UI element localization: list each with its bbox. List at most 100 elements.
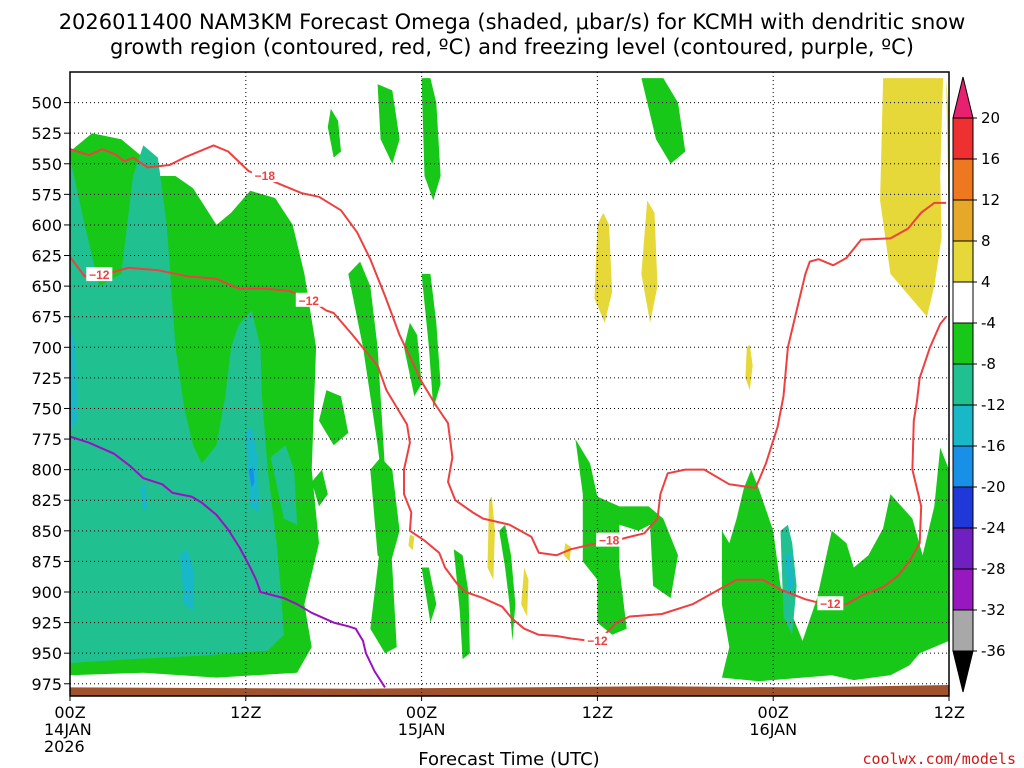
omega-region-10 bbox=[421, 567, 437, 623]
contour-label: −12 bbox=[89, 268, 110, 282]
y-tick-label: 650 bbox=[31, 277, 62, 296]
y-tick-label: 900 bbox=[31, 583, 62, 602]
y-tick-label: 950 bbox=[31, 644, 62, 663]
contour-label: −12 bbox=[820, 597, 841, 611]
omega-region-5 bbox=[311, 469, 328, 507]
x-tick-label: 15JAN bbox=[398, 720, 446, 739]
omega-maximum-6 bbox=[521, 567, 529, 617]
contour-label-bg bbox=[295, 292, 322, 307]
colorbar-swatch bbox=[952, 609, 974, 652]
x-tick-label: 12Z bbox=[230, 703, 261, 722]
y-tick-label: 875 bbox=[31, 552, 62, 571]
omega-region-11 bbox=[453, 549, 470, 660]
omega-maximum-2 bbox=[594, 212, 613, 323]
colorbar-swatch bbox=[952, 568, 974, 611]
contour-label-bg bbox=[596, 532, 623, 547]
x-tick-label: 16JAN bbox=[749, 720, 797, 739]
x-tick-label: 00Z bbox=[758, 703, 789, 722]
colorbar-label: 12 bbox=[981, 191, 1000, 209]
omega-region-14 bbox=[641, 78, 686, 164]
omega-maximum-8 bbox=[563, 543, 571, 562]
omega-minimum-1 bbox=[270, 445, 298, 525]
omega-region-13 bbox=[377, 84, 400, 164]
colorbar-swatch bbox=[952, 445, 974, 488]
plot-frame bbox=[69, 71, 950, 697]
colorbar-swatch bbox=[952, 76, 974, 119]
omega-minimum-8 bbox=[248, 467, 255, 488]
colorbar-label: 4 bbox=[981, 273, 991, 291]
plot-area: −18 −12 −12 −18 −12 −12 bbox=[69, 71, 950, 697]
x-axis-label: Forecast Time (UTC) bbox=[418, 749, 599, 768]
colorbar-swatch bbox=[952, 363, 974, 406]
y-tick-label: 850 bbox=[31, 522, 62, 541]
y-tick-label: 550 bbox=[31, 155, 62, 174]
chart-title-line-2: growth region (contoured, red, ºC) and f… bbox=[110, 35, 914, 59]
contour-minus18 bbox=[70, 144, 947, 557]
colorbar-label: -28 bbox=[981, 560, 1006, 578]
contour-label: −18 bbox=[255, 169, 276, 183]
y-tick-label: 700 bbox=[31, 338, 62, 357]
omega-maximum-5 bbox=[487, 496, 495, 580]
colorbar-swatch bbox=[952, 240, 974, 283]
contour-label: −18 bbox=[599, 534, 620, 548]
omega-minimum-7 bbox=[784, 552, 794, 592]
colorbar-label: -4 bbox=[981, 314, 996, 332]
x-tick-label: 12Z bbox=[934, 703, 965, 722]
contour-label: −12 bbox=[299, 294, 320, 308]
y-tick-label: 725 bbox=[31, 369, 62, 388]
y-tick-label: 575 bbox=[31, 185, 62, 204]
colorbar-swatch bbox=[952, 486, 974, 529]
omega-region-8 bbox=[404, 322, 422, 397]
contour-label-bg bbox=[817, 596, 844, 611]
y-tick-label: 750 bbox=[31, 399, 62, 418]
y-tick-label: 600 bbox=[31, 216, 62, 235]
contour-label-bg bbox=[584, 632, 611, 647]
colorbar-label: -16 bbox=[981, 437, 1006, 455]
x-tick-label: 14JAN bbox=[44, 720, 92, 739]
x-tick-label: 00Z bbox=[406, 703, 437, 722]
y-tick-label: 825 bbox=[31, 491, 62, 510]
y-tick-label: 525 bbox=[31, 124, 62, 143]
colorbar-label: -32 bbox=[981, 601, 1006, 619]
y-tick-label: 975 bbox=[31, 675, 62, 694]
colorbar-label: -24 bbox=[981, 519, 1006, 537]
colorbar-label: -36 bbox=[981, 642, 1006, 660]
surface-ground bbox=[70, 685, 949, 696]
omega-region-6 bbox=[421, 78, 441, 201]
omega-maximum-3 bbox=[641, 200, 658, 323]
colorbar-label: 16 bbox=[981, 150, 1000, 168]
contour-label-bg bbox=[86, 267, 113, 282]
colorbar-label: -20 bbox=[981, 478, 1006, 496]
colorbar-swatch bbox=[952, 527, 974, 570]
colorbar-label: 8 bbox=[981, 232, 991, 250]
x-tick-label: 12Z bbox=[582, 703, 613, 722]
y-tick-label: 625 bbox=[31, 247, 62, 266]
axes: 500 525 550 575 600 625 650 675 700 725 750 775 800 8… bbox=[31, 94, 965, 756]
omega-minimum-5 bbox=[70, 322, 78, 433]
colorbar-swatch bbox=[952, 404, 974, 447]
omega-region-4 bbox=[319, 390, 349, 446]
colorbar-swatch bbox=[952, 281, 974, 324]
omega-maximum-4 bbox=[745, 344, 753, 391]
contour-label: −12 bbox=[587, 634, 608, 648]
colorbar-swatch bbox=[952, 322, 974, 365]
colorbar: 20 16 12 8 4 -4 -8 -12 -16 -20 -24 -28 -32 -36 bbox=[952, 76, 1006, 693]
omega-minimum-3 bbox=[179, 549, 195, 611]
colorbar-label: -12 bbox=[981, 396, 1006, 414]
x-tick-label: 00Z bbox=[54, 703, 85, 722]
credit-text: coolwx.com/models bbox=[862, 750, 1016, 768]
x-tick-label: 2026 bbox=[44, 737, 85, 756]
omega-minimum-6 bbox=[140, 484, 148, 513]
omega-maximum-7 bbox=[408, 534, 415, 551]
contour-freezing bbox=[70, 435, 386, 688]
y-tick-label: 925 bbox=[31, 614, 62, 633]
omega-region-7 bbox=[421, 273, 441, 409]
colorbar-label: -8 bbox=[981, 355, 996, 373]
colorbar-swatch bbox=[952, 650, 974, 693]
omega-region-15 bbox=[575, 439, 678, 635]
colorbar-swatch bbox=[952, 199, 974, 242]
contour-label-bg bbox=[251, 168, 278, 182]
omega-maximum-0 bbox=[880, 78, 944, 317]
omega-region-9 bbox=[370, 457, 400, 568]
